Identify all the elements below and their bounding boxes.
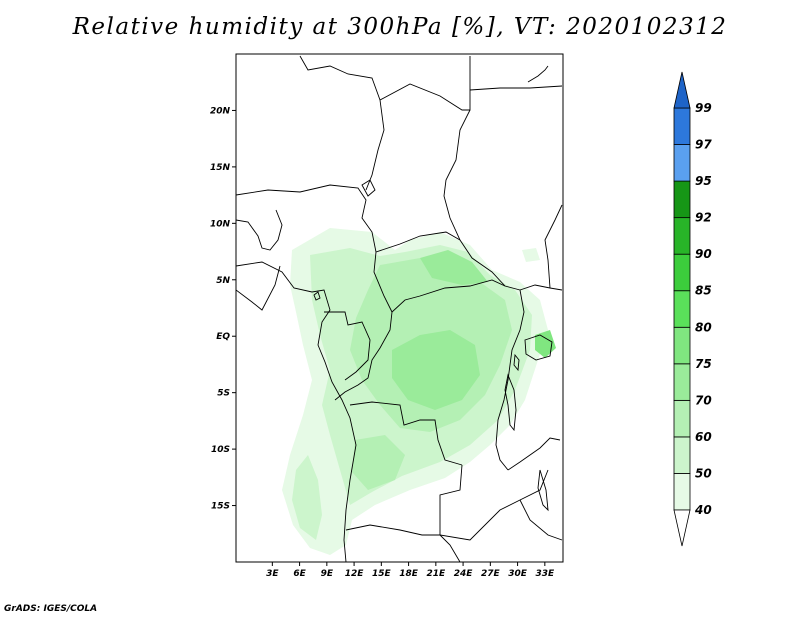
border-libya — [379, 56, 471, 111]
lake-kivu — [513, 353, 520, 372]
lake-chad — [361, 179, 376, 197]
lon-tick-label: 15E — [372, 569, 392, 579]
border-zambia — [439, 464, 549, 541]
lon-tick-label: 12E — [345, 569, 365, 579]
colorbar-label: 85 — [695, 284, 712, 298]
border-car — [375, 231, 461, 253]
colorbar-segment — [673, 290, 691, 328]
humidity-area-coastal-strip — [292, 455, 322, 540]
colorbar-segment — [673, 473, 691, 511]
lon-tick-label: 3E — [266, 569, 279, 579]
colorbar-segment — [673, 436, 691, 474]
colorbar-label: 75 — [695, 357, 712, 371]
lat-tick-label: 15S — [211, 502, 230, 512]
humidity-area-east-patch — [522, 248, 540, 262]
humidity-area-south — [352, 435, 405, 490]
border-namibia-botswana — [439, 534, 461, 562]
colorbar-lower-arrow — [673, 509, 691, 547]
lat-tick-label: 5S — [217, 389, 230, 399]
lon-tick-label: 30E — [508, 569, 528, 579]
colorbar-label: 92 — [695, 211, 712, 225]
lon-tick-label: 9E — [321, 569, 334, 579]
colorbar-label: 50 — [695, 466, 712, 480]
lake-victoria — [524, 334, 553, 361]
latitude-axis: 20N 15N 10N 5N EQ 5S 10S 15S — [210, 106, 236, 512]
border-ethiopia — [544, 204, 563, 289]
border-drc-north — [391, 279, 506, 313]
colorbar-segment — [673, 326, 691, 365]
colorbar-label: 80 — [695, 320, 712, 334]
lake-malawi — [537, 469, 549, 512]
border-east-africa — [507, 437, 561, 471]
lon-tick-label: 6E — [293, 569, 306, 579]
bioko-island — [313, 291, 321, 301]
red-sea-coast — [527, 65, 549, 83]
map-frame — [235, 53, 564, 563]
lat-tick-label: 10S — [211, 445, 230, 455]
border-drc-east — [495, 289, 525, 471]
colorbar-segment — [673, 253, 691, 292]
border-angola-south — [345, 524, 440, 536]
colorbar-label: 97 — [695, 138, 712, 152]
colorbar-label: 40 — [694, 503, 712, 517]
border-sudan — [443, 109, 521, 291]
colorbar-label: 60 — [695, 430, 712, 444]
colorbar-segment — [673, 107, 691, 145]
border-gulf-coast — [236, 209, 283, 251]
colorbar-label: 99 — [695, 101, 712, 115]
lon-tick-label: 21E — [426, 569, 446, 579]
lon-tick-label: 33E — [535, 569, 555, 579]
lat-tick-label: 20N — [210, 106, 231, 116]
lake-tanganyika — [504, 373, 517, 432]
colorbar-segment — [673, 363, 691, 401]
colorbar-segment — [673, 217, 691, 255]
credit-text: GrADS: IGES/COLA — [4, 604, 98, 614]
longitude-axis: 3E 6E 9E 12E 15E 18E 21E 24E 27E 30E 33E — [266, 562, 555, 579]
colorbar: 40 50 60 70 75 80 85 90 92 95 97 99 — [673, 71, 712, 547]
lat-tick-label: 15N — [210, 163, 231, 173]
border-chad-nigeria — [236, 184, 393, 313]
border-gabon — [324, 311, 371, 381]
colorbar-segment — [673, 399, 691, 438]
lon-tick-label: 24E — [454, 569, 474, 579]
humidity-area-core — [392, 330, 480, 410]
border-uganda-kenya — [519, 284, 563, 291]
border-nigeria-cameroon — [236, 265, 281, 311]
lat-tick-label: EQ — [216, 332, 230, 342]
border-mozambique — [519, 499, 563, 541]
colorbar-label: 90 — [695, 247, 712, 261]
colorbar-segment — [673, 180, 691, 219]
colorbar-segment — [673, 144, 691, 182]
lat-tick-label: 10N — [210, 219, 231, 229]
border-niger-chad — [299, 55, 385, 191]
chart-title: Relative humidity at 300hPa [%], VT: 202… — [72, 14, 728, 40]
lat-tick-label: 5N — [216, 276, 230, 286]
lon-tick-label: 27E — [481, 569, 501, 579]
lon-tick-label: 18E — [399, 569, 419, 579]
colorbar-label: 95 — [695, 174, 712, 188]
colorbar-upper-arrow — [673, 71, 691, 109]
border-angola-north — [349, 401, 463, 466]
border-egypt — [469, 85, 563, 91]
border-congo — [334, 311, 393, 401]
humidity-area-north — [420, 250, 488, 285]
humidity-field — [282, 228, 556, 555]
colorbar-label: 70 — [695, 393, 712, 407]
coastline-west-africa — [236, 261, 357, 562]
country-borders — [236, 55, 563, 562]
